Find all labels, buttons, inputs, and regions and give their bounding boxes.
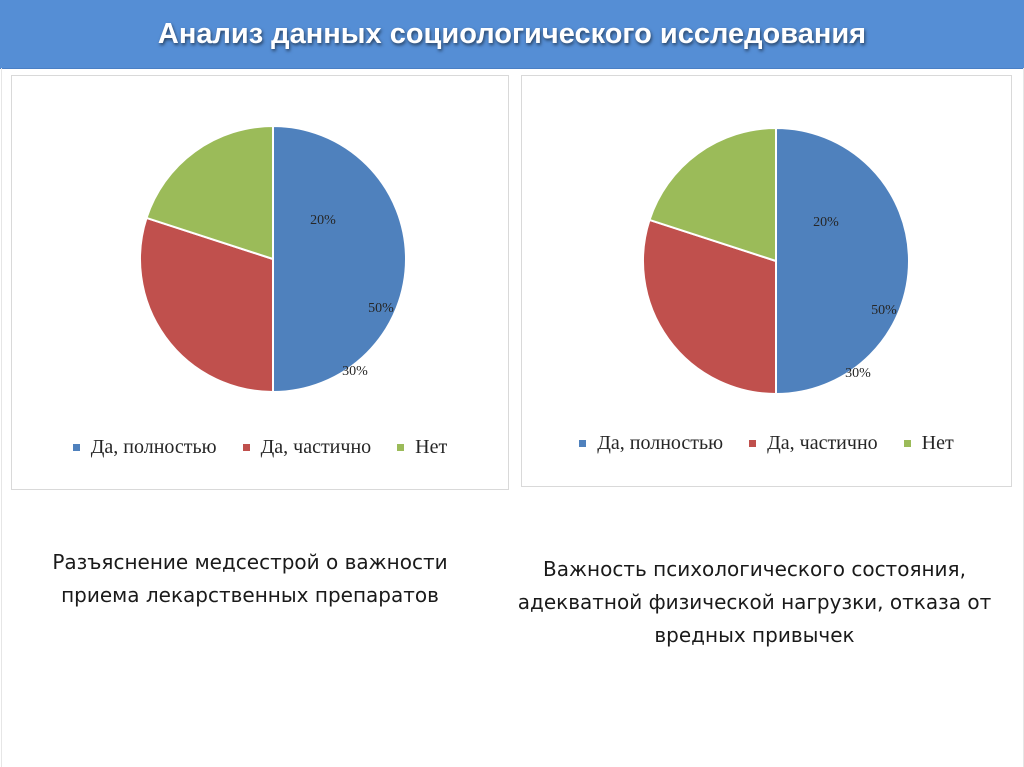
pie-chart-svg: 50% 30% 20% [139,124,407,394]
data-label: 30% [845,366,871,381]
pie-chart-svg: 50% 30% 20% [642,126,910,396]
chart-caption-left: Разъяснение медсестрой о важности приема… [52,550,448,607]
legend-label: Нет [921,432,954,454]
data-label: 50% [871,303,897,318]
legend-label: Да, частично [260,436,372,458]
pie-chart-medication: 50% 30% 20% Да, полностью Да, частично Нет [11,75,509,490]
chart-legend: Да, полностью Да, частично Нет [522,432,1011,455]
legend-swatch-red [749,440,757,447]
slide-edge [1,68,2,767]
legend-label: Нет [415,436,448,458]
legend-label: Да, полностью [597,432,724,454]
pie-slice-full [272,124,407,394]
pie-chart-lifestyle: 50% 30% 20% Да, полностью Да, частично Нет [521,75,1012,487]
data-label: 20% [310,213,336,228]
pie-slice-partial [139,216,274,394]
pie-slice-full [775,126,910,396]
legend-label: Да, частично [767,432,878,454]
legend-swatch-blue [579,440,587,447]
legend-item: Да, частично [242,436,372,459]
pie-slice-no [145,124,274,261]
legend-item: Нет [903,432,954,455]
legend-item: Да, полностью [579,432,723,455]
pie-slice-partial [642,218,777,396]
legend-swatch-red [242,444,250,451]
legend-item: Нет [397,436,447,459]
legend-swatch-green [903,440,911,447]
legend-swatch-green [397,444,405,451]
legend-label: Да, полностью [90,436,217,458]
data-label: 30% [342,364,368,379]
legend-item: Да, полностью [72,436,217,459]
page-title: Анализ данных социологического исследова… [157,18,867,50]
legend-item: Да, частично [749,432,878,455]
data-label: 20% [813,215,839,230]
chart-caption-right: Важность психологического состояния, аде… [517,557,992,647]
legend-swatch-blue [72,444,80,451]
chart-legend: Да, полностью Да, частично Нет [12,436,508,459]
pie-slice-no [648,126,777,263]
title-bar: Анализ данных социологического исследова… [0,0,1024,69]
data-label: 50% [368,301,394,316]
